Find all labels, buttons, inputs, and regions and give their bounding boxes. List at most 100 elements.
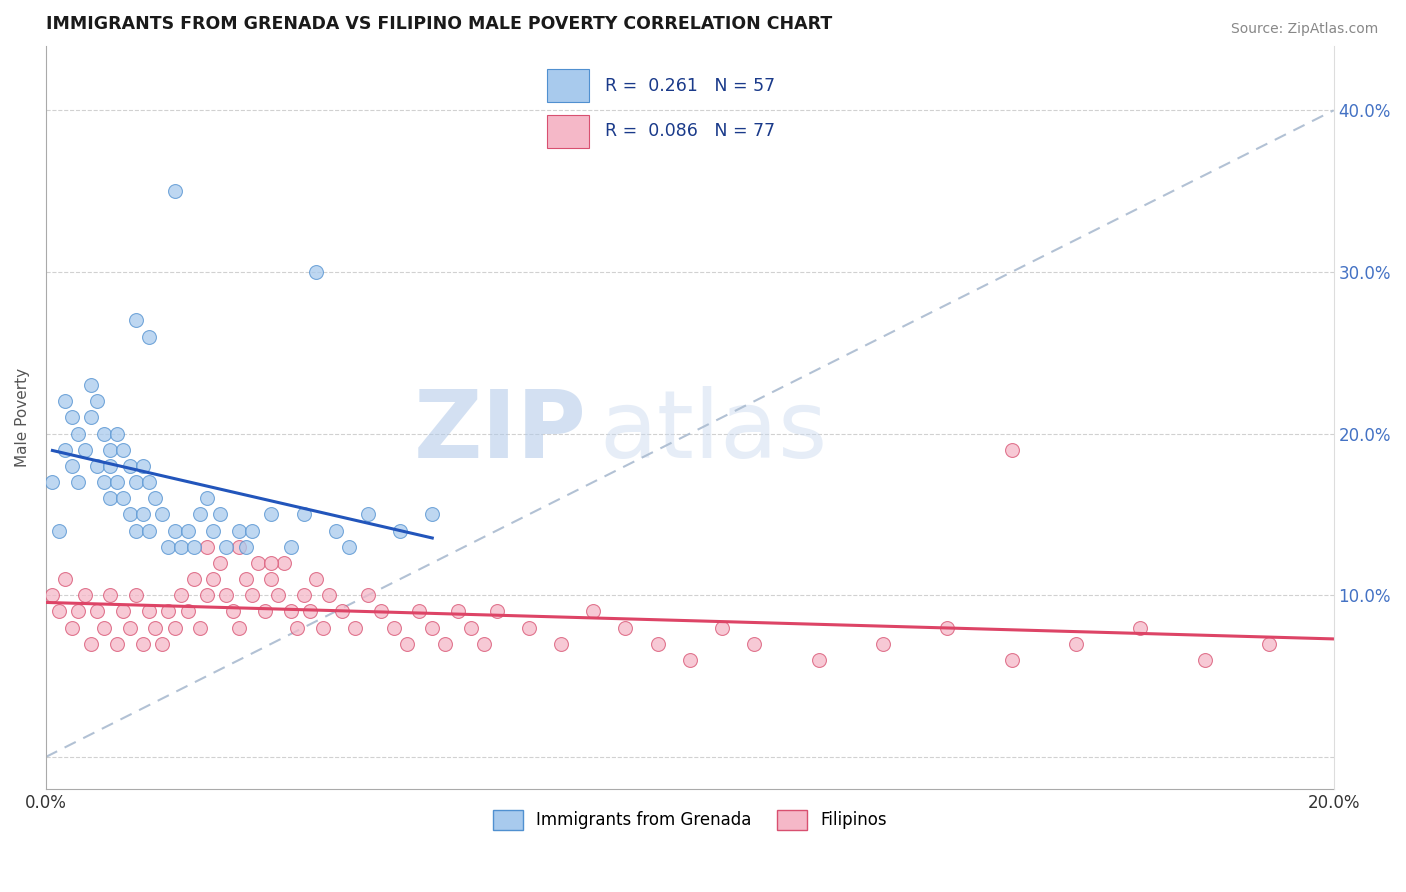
Point (517, 621, 540, 635)
Point (382, 621, 405, 635)
Point (235, 540, 257, 554)
Point (325, 524, 347, 538)
Text: ZIP: ZIP (413, 386, 586, 478)
Point (267, 588, 290, 602)
Point (112, 491, 135, 506)
Point (118, 621, 141, 635)
Point (112, 604, 135, 618)
Point (1194, 653, 1216, 667)
Point (80, 637, 103, 651)
Text: IMMIGRANTS FROM GRENADA VS FILIPINO MALE POVERTY CORRELATION CHART: IMMIGRANTS FROM GRENADA VS FILIPINO MALE… (46, 15, 832, 33)
Point (357, 588, 380, 602)
Point (208, 508, 231, 522)
Point (260, 556, 283, 570)
Point (176, 524, 198, 538)
Legend: Immigrants from Grenada, Filipinos: Immigrants from Grenada, Filipinos (486, 803, 893, 837)
Point (125, 524, 148, 538)
Point (73, 588, 96, 602)
Point (138, 475, 160, 489)
Point (1001, 442, 1024, 457)
Point (1258, 637, 1281, 651)
Point (1129, 621, 1152, 635)
Point (48, 524, 70, 538)
Point (53, 572, 76, 586)
Point (195, 491, 218, 506)
Point (138, 524, 160, 538)
Point (330, 604, 353, 618)
Point (228, 524, 250, 538)
Point (195, 588, 218, 602)
Point (872, 637, 894, 651)
Point (190, 508, 212, 522)
Point (86, 394, 108, 409)
Y-axis label: Male Poverty: Male Poverty (15, 368, 30, 467)
Point (105, 637, 128, 651)
Point (202, 524, 225, 538)
Point (711, 621, 734, 635)
Point (472, 637, 495, 651)
Point (93, 426, 115, 441)
Point (208, 556, 231, 570)
Point (131, 458, 153, 473)
Point (679, 653, 702, 667)
Point (485, 604, 508, 618)
Point (550, 637, 572, 651)
Point (337, 540, 360, 554)
Point (163, 621, 186, 635)
Point (195, 540, 218, 554)
Point (202, 572, 225, 586)
Point (807, 653, 830, 667)
Point (105, 426, 128, 441)
Point (98, 491, 121, 506)
Point (215, 540, 238, 554)
Point (357, 508, 380, 522)
Point (420, 621, 443, 635)
Point (170, 588, 193, 602)
Point (343, 621, 366, 635)
Point (370, 604, 392, 618)
Point (157, 540, 180, 554)
Point (118, 458, 141, 473)
Point (48, 604, 70, 618)
Point (298, 604, 321, 618)
Point (647, 637, 669, 651)
Point (138, 329, 160, 343)
Point (125, 588, 148, 602)
Point (53, 442, 76, 457)
Point (131, 637, 153, 651)
Point (98, 588, 121, 602)
Point (176, 604, 198, 618)
Point (145, 621, 167, 635)
Point (1001, 653, 1024, 667)
Point (53, 394, 76, 409)
Point (221, 604, 243, 618)
Point (292, 588, 315, 602)
Point (253, 604, 276, 618)
Point (247, 556, 270, 570)
Point (60, 621, 83, 635)
Point (260, 572, 283, 586)
Point (228, 540, 250, 554)
Point (312, 621, 335, 635)
Point (157, 604, 180, 618)
Point (80, 378, 103, 392)
Point (86, 604, 108, 618)
Point (170, 540, 193, 554)
Point (235, 572, 257, 586)
Point (86, 458, 108, 473)
Point (67, 426, 90, 441)
Point (131, 508, 153, 522)
Text: atlas: atlas (600, 386, 828, 478)
Point (67, 604, 90, 618)
Point (260, 508, 283, 522)
Point (41, 588, 63, 602)
Point (215, 588, 238, 602)
Point (305, 265, 328, 279)
Point (389, 524, 412, 538)
Point (118, 508, 141, 522)
Point (460, 621, 482, 635)
Point (183, 572, 205, 586)
Point (163, 184, 186, 198)
Point (145, 491, 167, 506)
Point (240, 588, 263, 602)
